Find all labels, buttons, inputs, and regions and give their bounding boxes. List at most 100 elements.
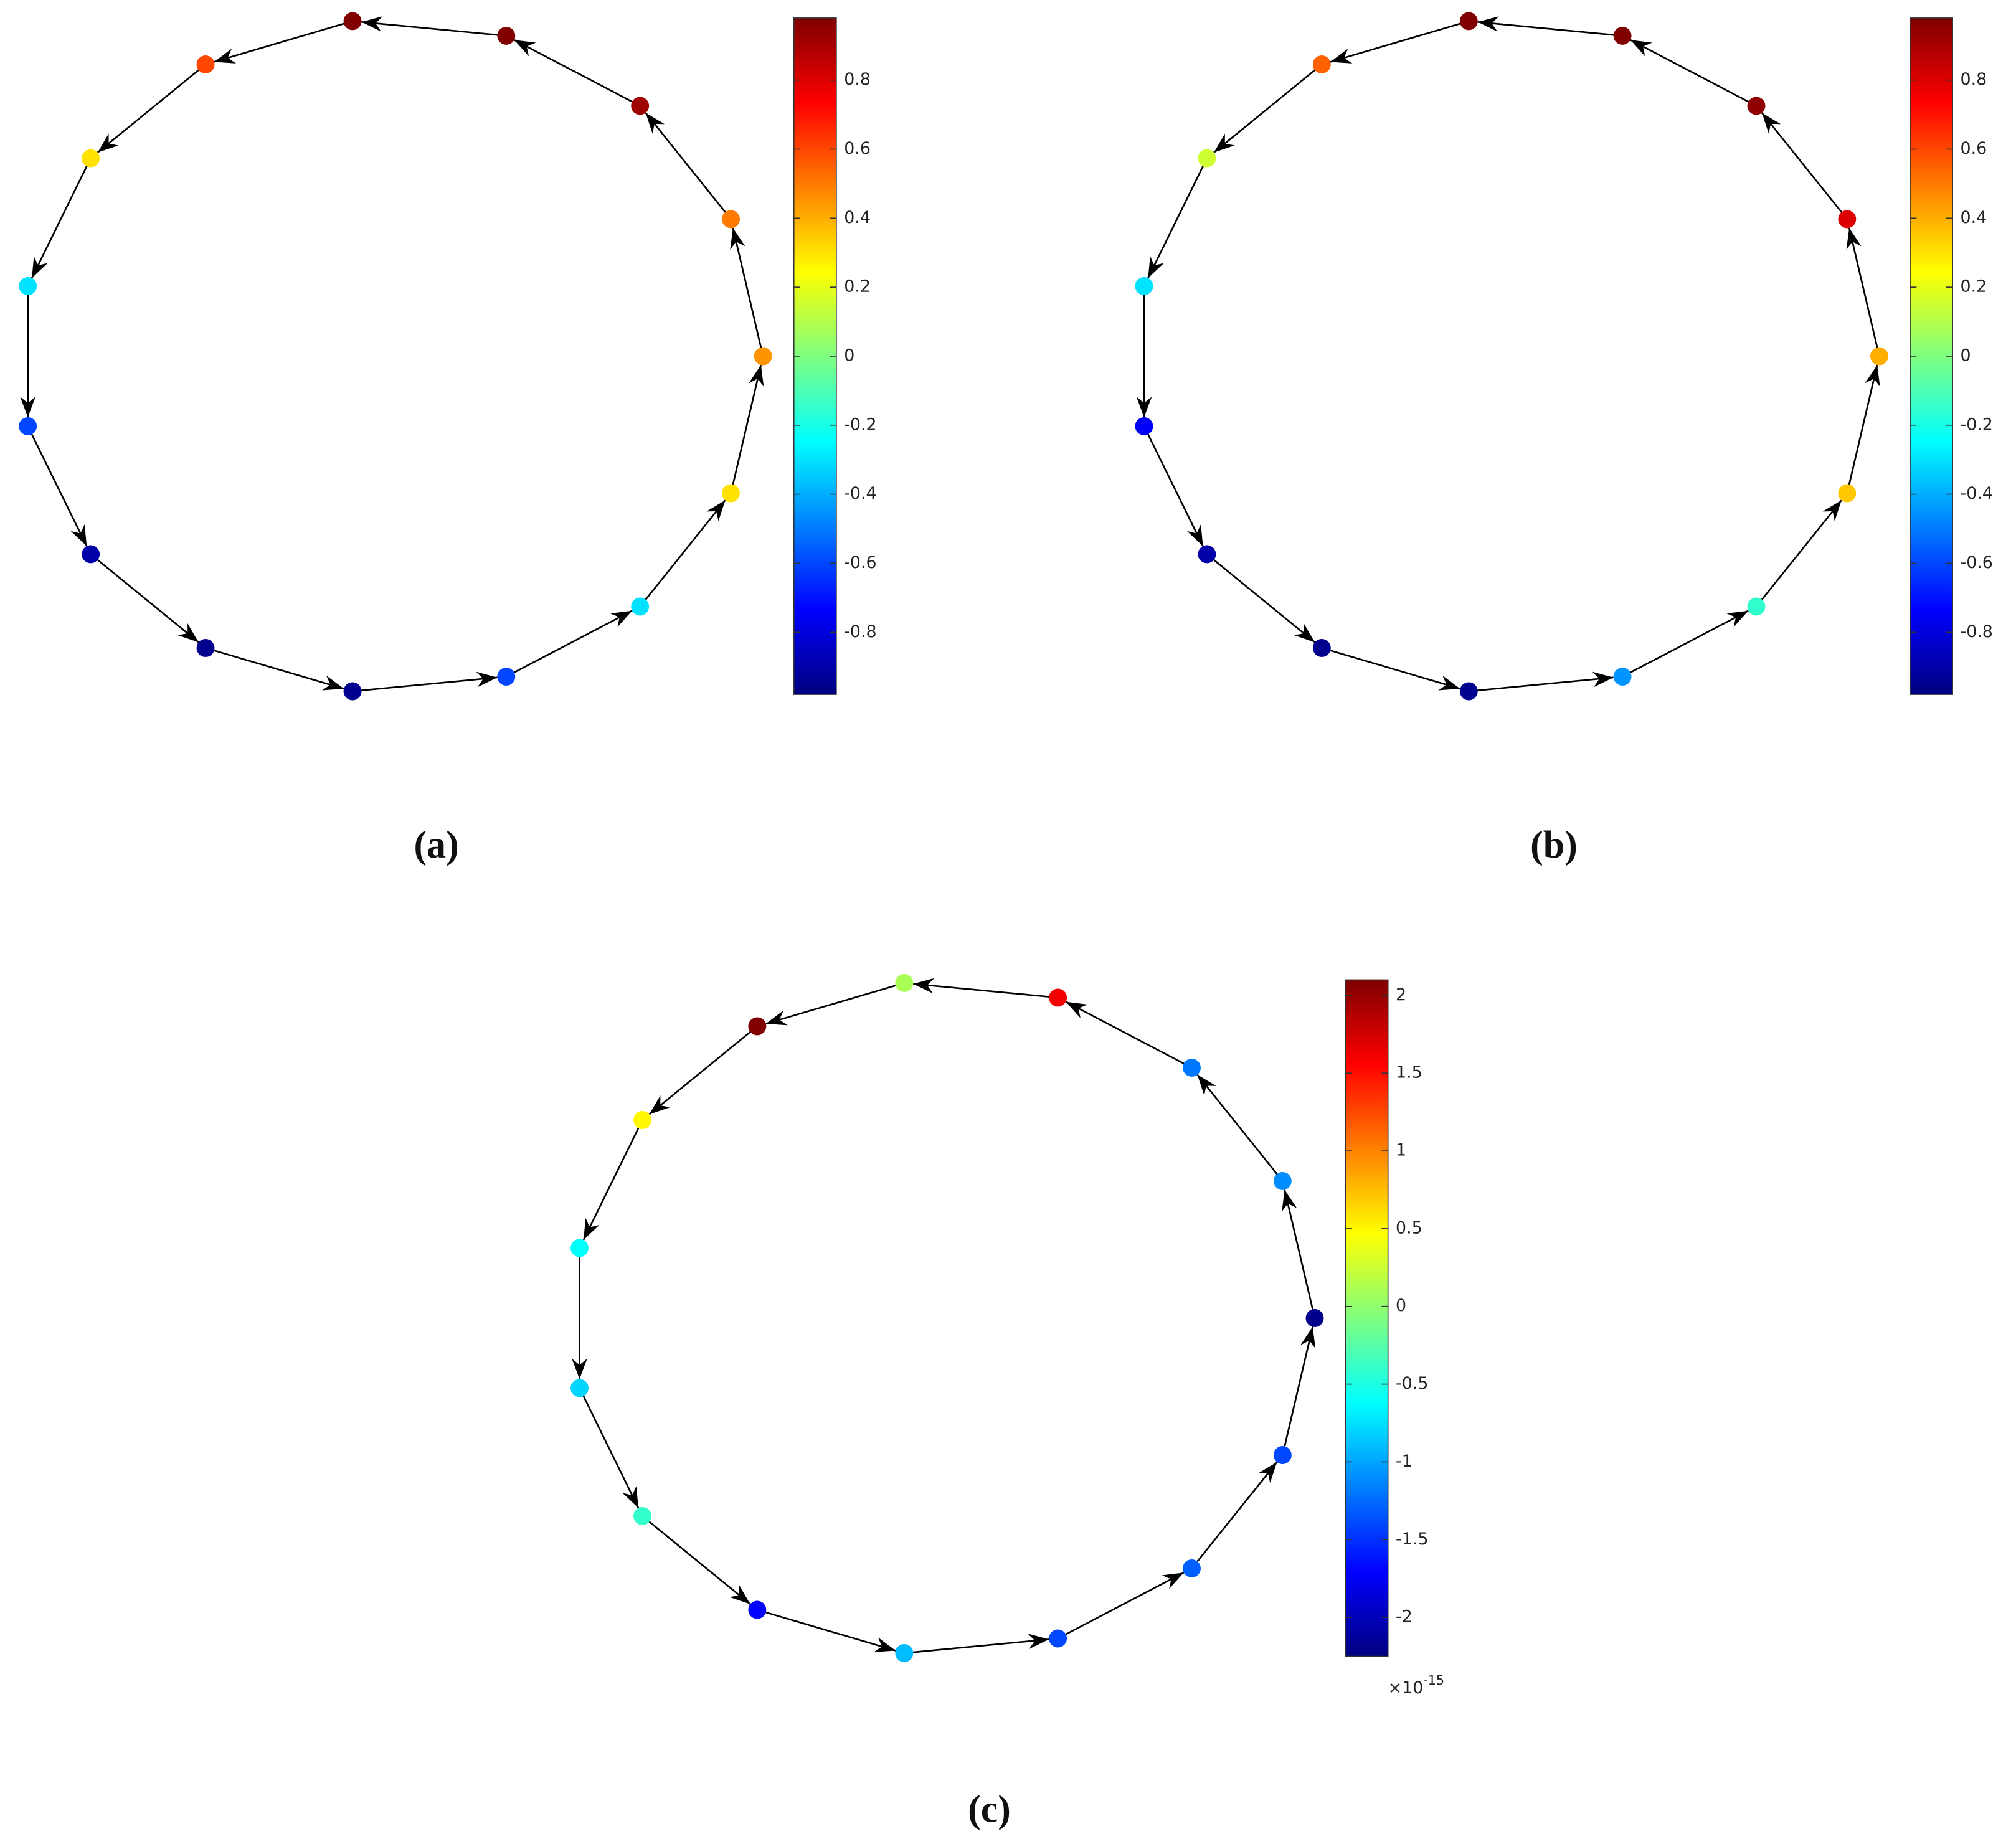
edge [1282,1326,1313,1455]
colorbar-tick-label: 0.8 [844,70,871,89]
edge [582,1119,643,1241]
node [748,1017,767,1036]
edge [1848,227,1880,357]
edge [1622,610,1749,678]
edge [648,1025,758,1115]
edge [1065,1001,1193,1069]
edge [27,425,88,547]
colorbar-tick-label: 0.8 [1961,70,1987,89]
arrowhead [1148,256,1165,278]
node [497,668,516,686]
colorbar-tick-label: 0.6 [844,139,871,158]
colorbar-tick-label: 0.4 [1961,208,1987,227]
colorbar-tick-label: 0 [844,346,854,365]
arrowhead [1197,1074,1216,1096]
edge [97,64,206,153]
arrowhead [1136,396,1152,417]
arrowhead [1282,1189,1297,1212]
node [633,1507,651,1525]
edge [513,39,641,107]
edge [645,112,732,220]
arrowhead [873,1637,896,1652]
colorbar [1345,979,1389,1657]
arrowhead [1438,675,1460,691]
colorbar-tick-label: -0.8 [844,622,876,641]
edge [1147,158,1208,279]
node [1135,417,1153,435]
edge [765,982,905,1025]
arrowhead [645,113,665,134]
edge [732,227,764,357]
arrowhead [1822,500,1842,521]
edge [1761,112,1848,220]
arrowhead [476,671,498,688]
arrowhead [913,978,935,994]
colorbar-tick-label: -0.6 [1961,553,1993,572]
colorbar-tick-label: 0 [1961,346,1971,365]
node [1870,347,1888,366]
edge [579,1388,640,1509]
colorbar [1910,17,1953,695]
edge [1143,425,1204,547]
colorbar-tick-label: 2 [1396,985,1406,1005]
edge [205,647,344,690]
arrowhead [622,1486,639,1508]
arrowhead [214,49,237,64]
node [497,26,516,45]
edge [1058,1572,1185,1640]
node [1312,55,1331,73]
arrowhead [1186,524,1203,546]
node [343,12,362,31]
node [196,55,215,73]
edge [90,553,199,643]
arrowhead [1028,1634,1049,1649]
edge [913,983,1058,999]
colorbar-tick-label: 0.2 [1961,277,1987,296]
colorbar-tick-label: -1.5 [1396,1530,1428,1549]
node [748,1600,767,1619]
arrowhead [1846,227,1862,250]
arrowhead [1162,1572,1184,1589]
colorbar-tick-label: 0.5 [1396,1218,1422,1237]
node [1273,1171,1292,1190]
arrowhead [610,610,632,627]
node [1273,1446,1292,1464]
node [631,597,650,616]
node [633,1111,651,1129]
edge [1206,553,1315,643]
edge [1846,364,1878,494]
colorbar-tick-label: 0.2 [844,277,871,296]
edge [31,158,92,279]
multiplier-base: ×10 [1388,1678,1424,1698]
node [1049,988,1067,1007]
node [895,973,914,992]
arrowhead [1066,1001,1088,1018]
colorbar-tick-label: 0 [1396,1296,1406,1315]
node [1183,1559,1201,1577]
arrowhead [730,227,745,250]
node [1049,1629,1067,1648]
edge [757,1609,896,1652]
node [722,484,741,503]
arrowhead [321,675,344,691]
node [1198,149,1216,168]
panel-caption: (a) [414,824,459,866]
colorbar-tick-label: -0.4 [844,484,876,503]
node [631,97,650,115]
colorbar-tick-label: -0.2 [844,415,876,434]
colorbar-tick-label: 1.5 [1396,1063,1422,1082]
arrowhead [729,1585,750,1604]
arrowhead [1300,1326,1316,1349]
edge [904,1638,1049,1654]
node [1747,597,1766,616]
edge [1469,676,1614,693]
colorbar-tick-label: -0.6 [844,553,876,572]
node [343,682,362,701]
arrowhead [1330,49,1353,64]
node [1613,668,1632,686]
node [82,149,100,168]
arrowhead [649,1095,671,1115]
arrowhead [1630,40,1652,57]
colorbar-tick-label: -2 [1396,1607,1413,1627]
